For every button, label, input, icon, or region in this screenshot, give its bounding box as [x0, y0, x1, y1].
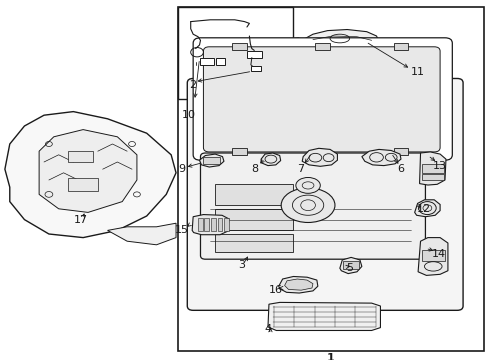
Polygon shape — [287, 38, 303, 48]
Polygon shape — [267, 302, 380, 330]
Bar — [215, 184, 293, 205]
Polygon shape — [361, 149, 400, 166]
Bar — [178, 7, 293, 99]
Text: 8: 8 — [251, 164, 258, 174]
Polygon shape — [303, 30, 378, 47]
Polygon shape — [417, 238, 447, 275]
Text: 3: 3 — [238, 260, 245, 270]
Polygon shape — [39, 130, 137, 212]
Text: 16: 16 — [269, 285, 283, 295]
Polygon shape — [192, 215, 228, 235]
Bar — [421, 250, 444, 261]
Text: 5: 5 — [346, 263, 353, 273]
Bar — [421, 174, 443, 180]
FancyBboxPatch shape — [193, 38, 451, 160]
Bar — [343, 261, 358, 269]
Ellipse shape — [295, 177, 320, 193]
Bar — [215, 234, 293, 252]
Bar — [421, 164, 443, 173]
Bar — [232, 148, 246, 155]
Text: 15: 15 — [175, 225, 188, 235]
Polygon shape — [5, 112, 176, 238]
Bar — [204, 218, 209, 231]
Polygon shape — [199, 154, 224, 167]
Text: 6: 6 — [397, 164, 404, 174]
Ellipse shape — [281, 188, 334, 222]
Bar — [198, 218, 203, 231]
FancyBboxPatch shape — [187, 78, 462, 310]
Polygon shape — [261, 153, 280, 166]
Text: 10: 10 — [182, 110, 196, 120]
Bar — [393, 148, 407, 155]
Text: 17: 17 — [74, 215, 87, 225]
Text: 13: 13 — [432, 161, 446, 171]
Bar — [68, 151, 93, 162]
Bar — [315, 43, 329, 50]
Text: 7: 7 — [296, 164, 303, 174]
Bar — [246, 51, 261, 58]
Text: 14: 14 — [431, 249, 445, 259]
Bar — [203, 157, 220, 164]
Bar — [393, 43, 407, 50]
Bar — [211, 218, 216, 231]
Polygon shape — [339, 257, 361, 274]
Bar — [199, 58, 214, 65]
Bar — [251, 66, 261, 71]
Bar — [178, 7, 483, 351]
Text: 12: 12 — [416, 204, 430, 214]
Text: 2: 2 — [189, 80, 196, 90]
Polygon shape — [278, 276, 317, 293]
Polygon shape — [302, 148, 337, 166]
Text: 11: 11 — [410, 67, 424, 77]
Bar — [217, 218, 222, 231]
Polygon shape — [414, 200, 439, 217]
Text: 1: 1 — [325, 353, 333, 360]
Text: 9: 9 — [178, 164, 185, 174]
Bar — [216, 58, 224, 65]
Polygon shape — [419, 152, 445, 185]
Bar — [232, 43, 246, 50]
Polygon shape — [284, 279, 312, 290]
Bar — [224, 218, 228, 231]
Text: 4: 4 — [264, 324, 271, 334]
FancyBboxPatch shape — [203, 47, 439, 152]
Polygon shape — [107, 223, 176, 245]
FancyBboxPatch shape — [200, 153, 425, 259]
Bar — [215, 209, 293, 230]
Bar — [68, 178, 98, 191]
